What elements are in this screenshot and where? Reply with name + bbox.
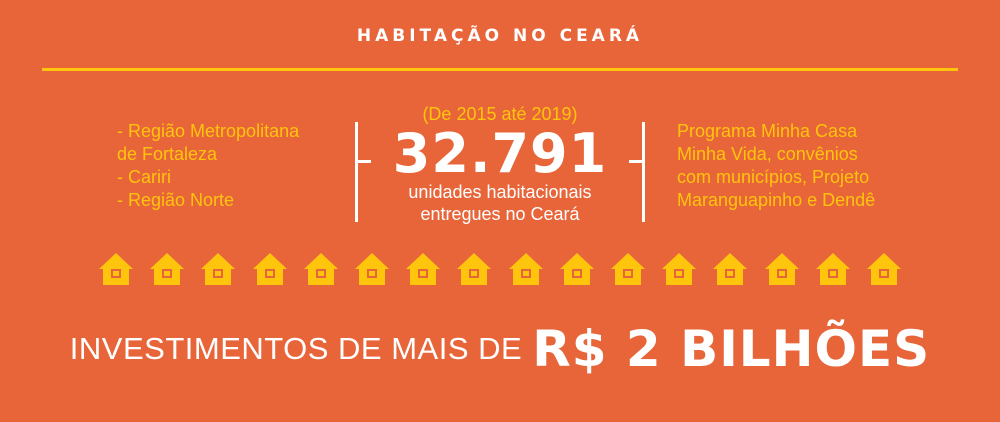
divider-line bbox=[42, 68, 958, 71]
house-icon bbox=[303, 251, 339, 287]
house-icon bbox=[559, 251, 595, 287]
house-icon bbox=[200, 251, 236, 287]
region-line: - Região Norte bbox=[117, 190, 235, 210]
region-line: de Fortaleza bbox=[117, 144, 218, 164]
units-description: unidades habitacionais entregues no Cear… bbox=[350, 181, 650, 225]
highlight-block: (De 2015 até 2019) 32.791 unidades habit… bbox=[350, 100, 650, 230]
house-icon bbox=[354, 251, 390, 287]
investment-banner: INVESTIMENTOS DE MAIS DE R$ 2 BILHÕES bbox=[0, 320, 1000, 378]
house-icon bbox=[661, 251, 697, 287]
region-line: - Cariri bbox=[117, 167, 171, 187]
programs-line: Minha Vida, convênios bbox=[677, 144, 858, 164]
house-icon bbox=[764, 251, 800, 287]
house-icon bbox=[815, 251, 851, 287]
programs-line: Maranguapinho e Dendê bbox=[677, 190, 876, 210]
units-count: 32.791 bbox=[392, 122, 608, 185]
house-icon bbox=[712, 251, 748, 287]
programs-line: Programa Minha Casa bbox=[677, 121, 858, 141]
page-title: HABITAÇÃO NO CEARÁ bbox=[356, 26, 644, 46]
period-label: (De 2015 até 2019) bbox=[422, 104, 578, 124]
region-line: - Região Metropolitana bbox=[117, 121, 300, 141]
investment-prefix: INVESTIMENTOS DE MAIS DE bbox=[69, 331, 523, 366]
house-icon bbox=[610, 251, 646, 287]
investment-amount: R$ 2 BILHÕES bbox=[532, 320, 931, 378]
programs-line: com municípios, Projeto bbox=[677, 167, 870, 187]
units-description-line: unidades habitacionais bbox=[408, 182, 592, 202]
house-icon bbox=[508, 251, 544, 287]
houses-row bbox=[98, 251, 903, 291]
programs-text: Programa Minha Casa Minha Vida, convênio… bbox=[677, 120, 917, 212]
house-icon bbox=[98, 251, 134, 287]
units-description-line: entregues no Ceará bbox=[420, 204, 580, 224]
house-icon bbox=[456, 251, 492, 287]
right-bracket bbox=[629, 122, 645, 222]
house-icon bbox=[405, 251, 441, 287]
house-icon bbox=[149, 251, 185, 287]
house-icon bbox=[866, 251, 902, 287]
left-bracket bbox=[355, 122, 371, 222]
house-icon bbox=[252, 251, 288, 287]
regions-list: - Região Metropolitana de Fortaleza - Ca… bbox=[117, 120, 342, 212]
